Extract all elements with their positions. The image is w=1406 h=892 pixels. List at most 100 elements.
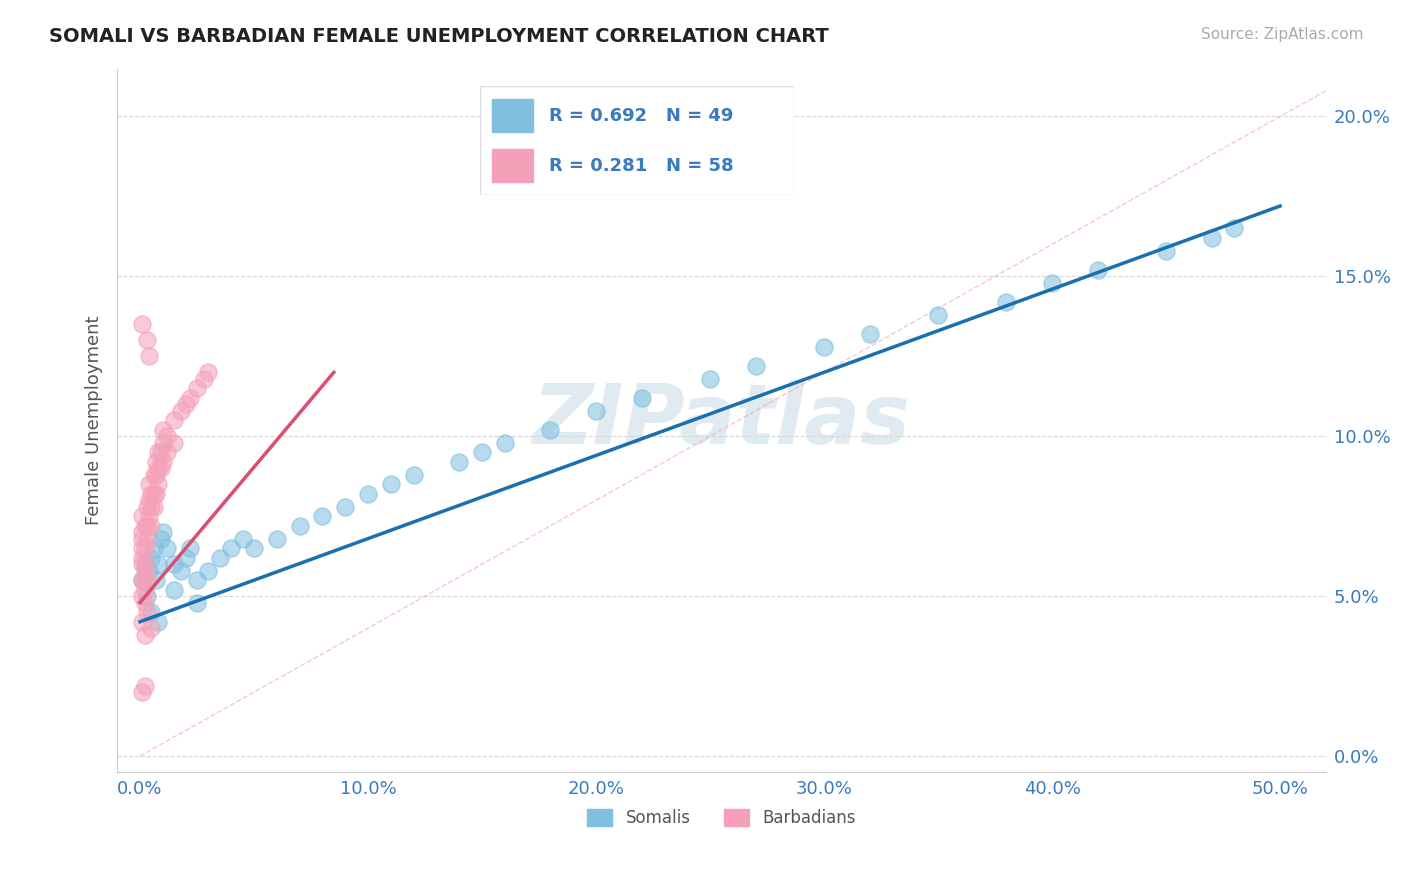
Point	[449, 455, 471, 469]
Point	[538, 423, 561, 437]
Point	[134, 596, 156, 610]
Point	[131, 573, 153, 587]
Point	[141, 605, 163, 619]
Point	[138, 564, 160, 578]
Point	[131, 685, 153, 699]
Point	[134, 557, 156, 571]
Point	[148, 615, 170, 629]
Point	[311, 509, 333, 524]
Point	[134, 627, 156, 641]
Point	[138, 493, 160, 508]
Point	[135, 518, 157, 533]
Point	[186, 573, 208, 587]
Point	[135, 589, 157, 603]
Point	[193, 372, 215, 386]
Point	[149, 532, 172, 546]
Point	[156, 445, 179, 459]
Point	[135, 334, 157, 348]
Point	[141, 487, 163, 501]
Point	[152, 455, 174, 469]
Point	[357, 487, 380, 501]
Point	[186, 596, 208, 610]
Point	[163, 413, 186, 427]
Point	[134, 582, 156, 597]
Point	[134, 541, 156, 556]
Point	[813, 340, 835, 354]
Point	[1223, 221, 1246, 235]
Text: SOMALI VS BARBADIAN FEMALE UNEMPLOYMENT CORRELATION CHART: SOMALI VS BARBADIAN FEMALE UNEMPLOYMENT …	[49, 27, 830, 45]
Point	[1087, 263, 1109, 277]
Point	[402, 467, 425, 482]
Text: ZIPatlas: ZIPatlas	[533, 380, 910, 461]
Point	[859, 326, 882, 341]
Point	[131, 557, 153, 571]
Point	[380, 477, 402, 491]
Point	[630, 391, 652, 405]
Point	[131, 509, 153, 524]
Point	[145, 487, 167, 501]
Point	[186, 381, 208, 395]
Point	[131, 615, 153, 629]
Point	[152, 435, 174, 450]
Text: Source: ZipAtlas.com: Source: ZipAtlas.com	[1201, 27, 1364, 42]
Point	[163, 582, 186, 597]
Point	[135, 573, 157, 587]
Point	[163, 557, 186, 571]
Point	[156, 541, 179, 556]
Point	[142, 500, 165, 514]
Point	[288, 518, 311, 533]
Point	[152, 525, 174, 540]
Point	[131, 318, 153, 332]
Point	[134, 557, 156, 571]
Point	[148, 445, 170, 459]
Point	[141, 621, 163, 635]
Point	[232, 532, 254, 546]
Point	[141, 550, 163, 565]
Point	[148, 461, 170, 475]
Point	[142, 541, 165, 556]
Point	[135, 532, 157, 546]
Point	[1040, 276, 1063, 290]
Point	[219, 541, 242, 556]
Point	[131, 532, 153, 546]
Point	[179, 391, 201, 405]
Point	[145, 573, 167, 587]
Point	[141, 500, 163, 514]
Point	[471, 445, 494, 459]
Point	[138, 509, 160, 524]
Point	[197, 365, 219, 379]
Point	[134, 573, 156, 587]
Point	[699, 372, 721, 386]
Point	[1154, 244, 1177, 258]
Point	[138, 349, 160, 363]
Legend: Somalis, Barbadians: Somalis, Barbadians	[581, 803, 862, 834]
Point	[1201, 231, 1223, 245]
Point	[208, 550, 231, 565]
Point	[141, 518, 163, 533]
Point	[494, 435, 516, 450]
Point	[134, 679, 156, 693]
Point	[585, 403, 607, 417]
Point	[266, 532, 288, 546]
Point	[131, 573, 153, 587]
Point	[134, 518, 156, 533]
Point	[148, 557, 170, 571]
Point	[148, 477, 170, 491]
Point	[131, 589, 153, 603]
Point	[145, 467, 167, 482]
Point	[744, 359, 766, 373]
Point	[135, 500, 157, 514]
Point	[156, 429, 179, 443]
Point	[163, 435, 186, 450]
Point	[152, 423, 174, 437]
Point	[138, 477, 160, 491]
Point	[131, 550, 153, 565]
Point	[174, 397, 197, 411]
Point	[142, 467, 165, 482]
Y-axis label: Female Unemployment: Female Unemployment	[86, 316, 103, 525]
Point	[142, 487, 165, 501]
Point	[131, 525, 153, 540]
Point	[335, 500, 357, 514]
Point	[134, 564, 156, 578]
Point	[170, 564, 193, 578]
